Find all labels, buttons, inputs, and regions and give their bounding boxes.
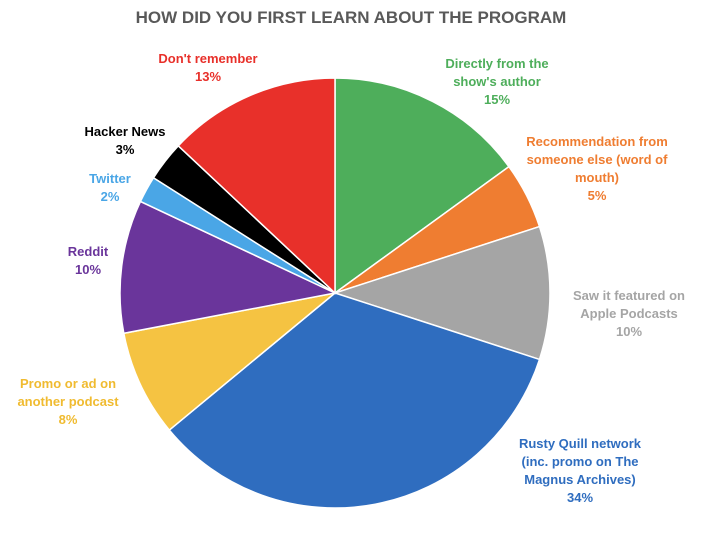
slice-label: Twitter 2% [65, 170, 155, 206]
category-label: Reddit [67, 244, 109, 259]
slice-label: Rusty Quill network (inc. promo on The M… [505, 435, 655, 507]
slice [334, 77, 510, 295]
value-label: 5% [587, 188, 607, 203]
category-label: Twitter [89, 171, 131, 186]
slice-label: Reddit 10% [43, 243, 133, 279]
value-label: 34% [566, 490, 594, 505]
category-label: Hacker News [84, 124, 166, 139]
slice [119, 200, 338, 335]
value-label: 8% [58, 412, 78, 427]
value-label: 2% [100, 189, 120, 204]
slice-label: Hacker News 3% [70, 123, 180, 159]
category-label: Don't remember [158, 51, 258, 66]
category-label: Saw it featured on Apple Podcasts [573, 288, 685, 321]
slice-label: Directly from the show's author 15% [430, 55, 565, 109]
chart-title: HOW DID YOU FIRST LEARN ABOUT THE PROGRA… [135, 8, 567, 27]
slice [177, 77, 336, 295]
value-label: 15% [483, 92, 511, 107]
slice-label: Don't remember 13% [138, 50, 278, 86]
slice-label: Saw it featured on Apple Podcasts 10% [562, 287, 697, 341]
category-label: Recommendation from someone else (word o… [526, 134, 668, 185]
slice-label: Promo or ad on another podcast 8% [3, 375, 133, 429]
category-label: Rusty Quill network (inc. promo on The M… [518, 436, 642, 487]
value-label: 10% [615, 324, 643, 339]
slice [332, 225, 551, 361]
slice-label: Recommendation from someone else (word o… [522, 133, 672, 205]
slice [168, 292, 541, 509]
value-label: 10% [74, 262, 102, 277]
value-label: 13% [194, 69, 222, 84]
slice [122, 292, 336, 432]
category-label: Promo or ad on another podcast [17, 376, 119, 409]
category-label: Directly from the show's author [445, 56, 549, 89]
value-label: 3% [115, 142, 135, 157]
